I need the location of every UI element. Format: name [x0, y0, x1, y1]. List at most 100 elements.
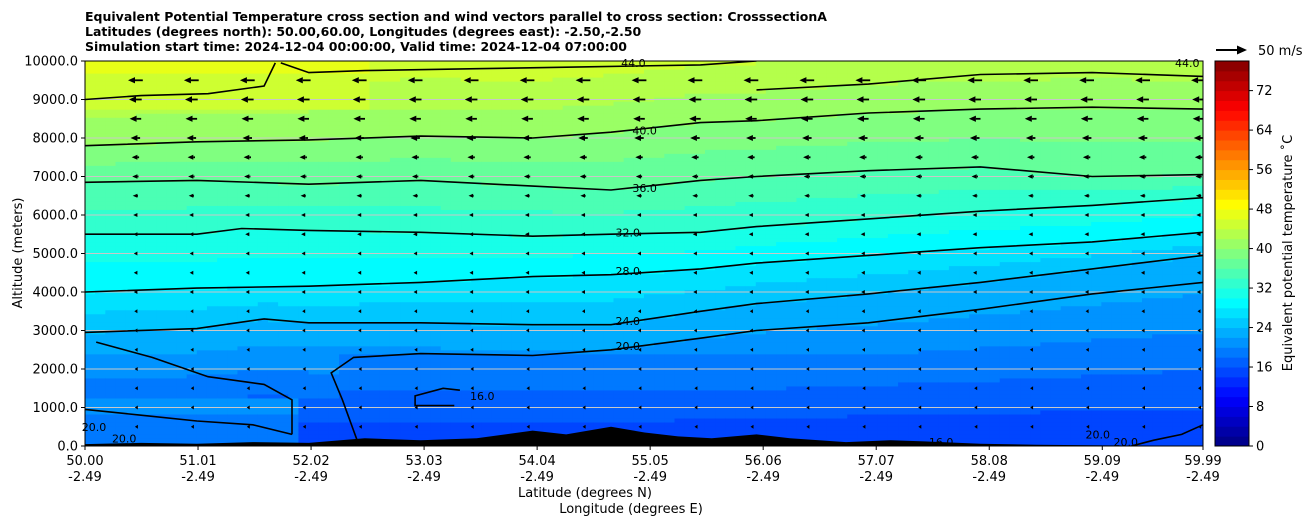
- field-cell: [410, 185, 421, 190]
- field-cell: [400, 141, 411, 146]
- field-cell: [166, 385, 178, 391]
- field-cell: [511, 409, 523, 415]
- field-cell: [410, 313, 421, 319]
- field-cell: [430, 245, 442, 251]
- field-cell: [542, 417, 554, 423]
- field-cell: [562, 221, 574, 227]
- field-cell: [166, 81, 178, 86]
- field-cell: [156, 213, 167, 219]
- field-cell: [349, 241, 361, 247]
- field-cell: [511, 405, 523, 411]
- field-cell: [237, 337, 249, 343]
- field-cell: [257, 325, 269, 331]
- field-cell: [217, 373, 228, 379]
- field-cell: [115, 249, 127, 255]
- field-cell: [145, 401, 157, 407]
- field-cell: [115, 209, 127, 214]
- field-cell: [450, 309, 462, 315]
- field-cell: [298, 241, 310, 247]
- field-cell: [420, 413, 432, 419]
- field-cell: [176, 213, 188, 219]
- field-cell: [257, 189, 269, 194]
- field-cell: [420, 293, 432, 299]
- field-cell: [593, 77, 604, 82]
- field-cell: [420, 113, 432, 118]
- field-cell: [217, 409, 228, 415]
- field-cell: [562, 69, 574, 74]
- field-cell: [369, 213, 381, 219]
- field-cell: [85, 357, 96, 363]
- field-cell: [410, 417, 421, 423]
- field-cell: [430, 117, 442, 122]
- field-cell: [278, 313, 289, 319]
- field-cell: [359, 269, 371, 275]
- field-cell: [461, 233, 472, 239]
- field-cell: [237, 65, 249, 70]
- field-cell: [328, 317, 340, 323]
- field-cell: [593, 125, 604, 130]
- field-cell: [227, 273, 239, 279]
- field-cell: [257, 181, 269, 186]
- field-cell: [257, 329, 269, 335]
- field-cell: [532, 125, 543, 130]
- field-cell: [288, 149, 300, 154]
- field-cell: [389, 77, 401, 82]
- field-cell: [156, 105, 167, 110]
- field-cell: [359, 389, 371, 395]
- field-cell: [603, 269, 615, 275]
- field-cell: [552, 429, 564, 435]
- field-cell: [420, 241, 432, 247]
- field-cell: [491, 269, 503, 275]
- field-cell: [501, 181, 513, 186]
- field-cell: [135, 425, 147, 431]
- field-cell: [349, 157, 361, 162]
- field-cell: [166, 137, 178, 142]
- field-cell: [471, 293, 482, 299]
- field-cell: [572, 197, 584, 202]
- field-cell: [85, 181, 96, 186]
- field-cell: [481, 81, 493, 86]
- field-cell: [328, 233, 340, 239]
- field-cell: [379, 393, 391, 399]
- field-cell: [369, 349, 381, 355]
- field-cell: [217, 341, 228, 347]
- field-cell: [511, 169, 523, 174]
- field-cell: [389, 421, 401, 427]
- field-cell: [511, 161, 523, 166]
- field-cell: [196, 229, 208, 235]
- field-cell: [278, 149, 289, 154]
- field-cell: [267, 245, 279, 251]
- field-cell: [85, 177, 96, 182]
- field-cell: [206, 153, 218, 158]
- field-cell: [267, 361, 279, 367]
- field-cell: [369, 125, 381, 130]
- field-cell: [217, 173, 228, 178]
- field-cell: [267, 101, 279, 106]
- field-cell: [247, 65, 259, 70]
- field-cell: [237, 385, 249, 391]
- field-cell: [206, 429, 218, 435]
- field-cell: [267, 145, 279, 150]
- field-cell: [145, 165, 157, 170]
- field-cell: [359, 137, 371, 142]
- field-cell: [400, 337, 411, 343]
- field-cell: [349, 421, 361, 427]
- field-cell: [532, 377, 543, 383]
- field-cell: [430, 409, 442, 415]
- field-cell: [389, 189, 401, 194]
- field-cell: [359, 257, 371, 263]
- field-cell: [552, 145, 564, 150]
- field-cell: [450, 225, 462, 231]
- field-cell: [115, 409, 127, 415]
- field-cell: [522, 369, 533, 375]
- field-cell: [125, 149, 137, 154]
- field-cell: [257, 337, 269, 343]
- field-cell: [389, 345, 401, 351]
- field-cell: [145, 209, 157, 214]
- field-cell: [227, 385, 239, 391]
- field-cell: [206, 77, 218, 82]
- field-cell: [481, 105, 493, 110]
- field-cell: [186, 105, 198, 110]
- field-cell: [471, 429, 482, 435]
- field-cell: [349, 333, 361, 339]
